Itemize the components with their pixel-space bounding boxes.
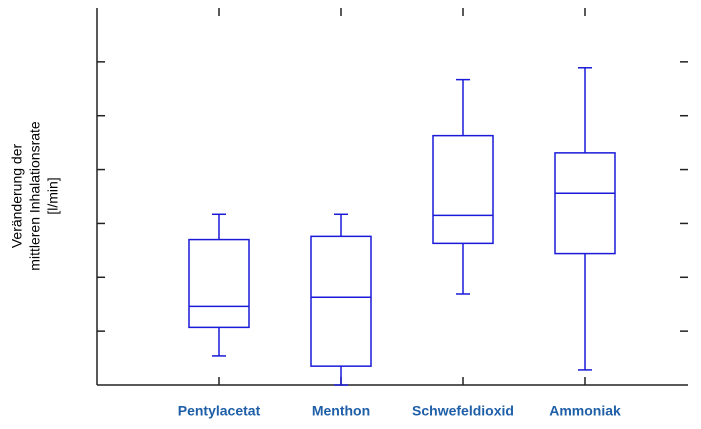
y-axis-label: Veränderung der mittleren Inhalationsrat… [9, 121, 61, 271]
box [554, 152, 616, 255]
box [432, 134, 494, 245]
y-label-line: [l/min] [45, 177, 61, 214]
x-tick-label: Menthon [312, 403, 370, 419]
x-tick-label: Ammoniak [549, 403, 621, 419]
box [310, 235, 372, 367]
y-label-line: mittleren Inhalationsrate [27, 121, 43, 271]
box [188, 238, 250, 329]
x-tick-label: Pentylacetat [178, 403, 261, 419]
x-tick-label: Schwefeldioxid [412, 403, 514, 419]
y-label-line: Veränderung der [9, 144, 25, 249]
